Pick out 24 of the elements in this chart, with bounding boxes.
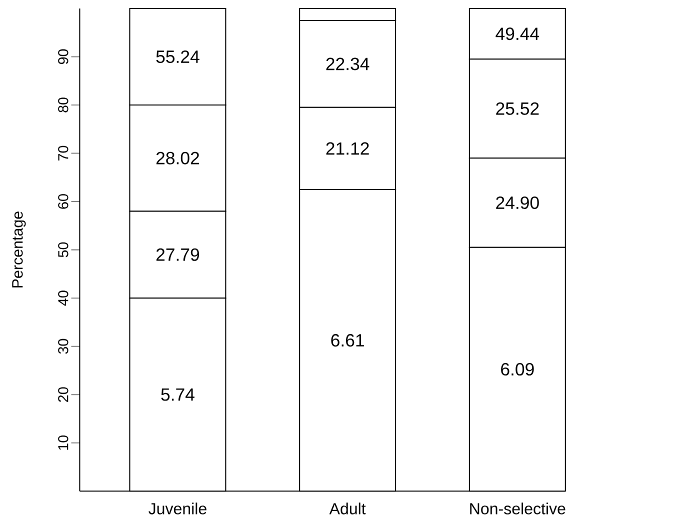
y-tick-label: 10 bbox=[58, 436, 68, 450]
y-tick-label: 80 bbox=[58, 98, 68, 112]
y-tick-label: 70 bbox=[58, 146, 68, 161]
annotation: 5.74 bbox=[161, 388, 194, 401]
annotation: 27.79 bbox=[156, 248, 200, 262]
annotation: 22.34 bbox=[326, 58, 370, 70]
x-tick-label: Non-selective bbox=[470, 502, 566, 514]
annotation: 28.02 bbox=[156, 152, 199, 164]
annotation: 49.44 bbox=[496, 28, 540, 40]
y-tick-label: 90 bbox=[58, 49, 68, 64]
y-tick-label: 40 bbox=[58, 290, 68, 306]
y-tick-label: 60 bbox=[58, 194, 68, 209]
y-tick-label: 20 bbox=[58, 387, 68, 402]
annotation: 55.24 bbox=[156, 50, 200, 64]
annotation: 24.90 bbox=[496, 196, 539, 210]
annotation: 6.09 bbox=[501, 363, 534, 376]
annotation: 6.61 bbox=[331, 334, 364, 347]
annotation: 25.52 bbox=[496, 102, 539, 115]
annotation: 21.12 bbox=[326, 142, 369, 155]
y-tick-label: 30 bbox=[58, 339, 68, 354]
y-tick-label: 50 bbox=[58, 242, 68, 258]
y-axis-title: Percentage bbox=[12, 212, 26, 288]
x-tick-label: Adult bbox=[329, 502, 366, 514]
x-tick-label: Juvenile bbox=[148, 502, 206, 514]
